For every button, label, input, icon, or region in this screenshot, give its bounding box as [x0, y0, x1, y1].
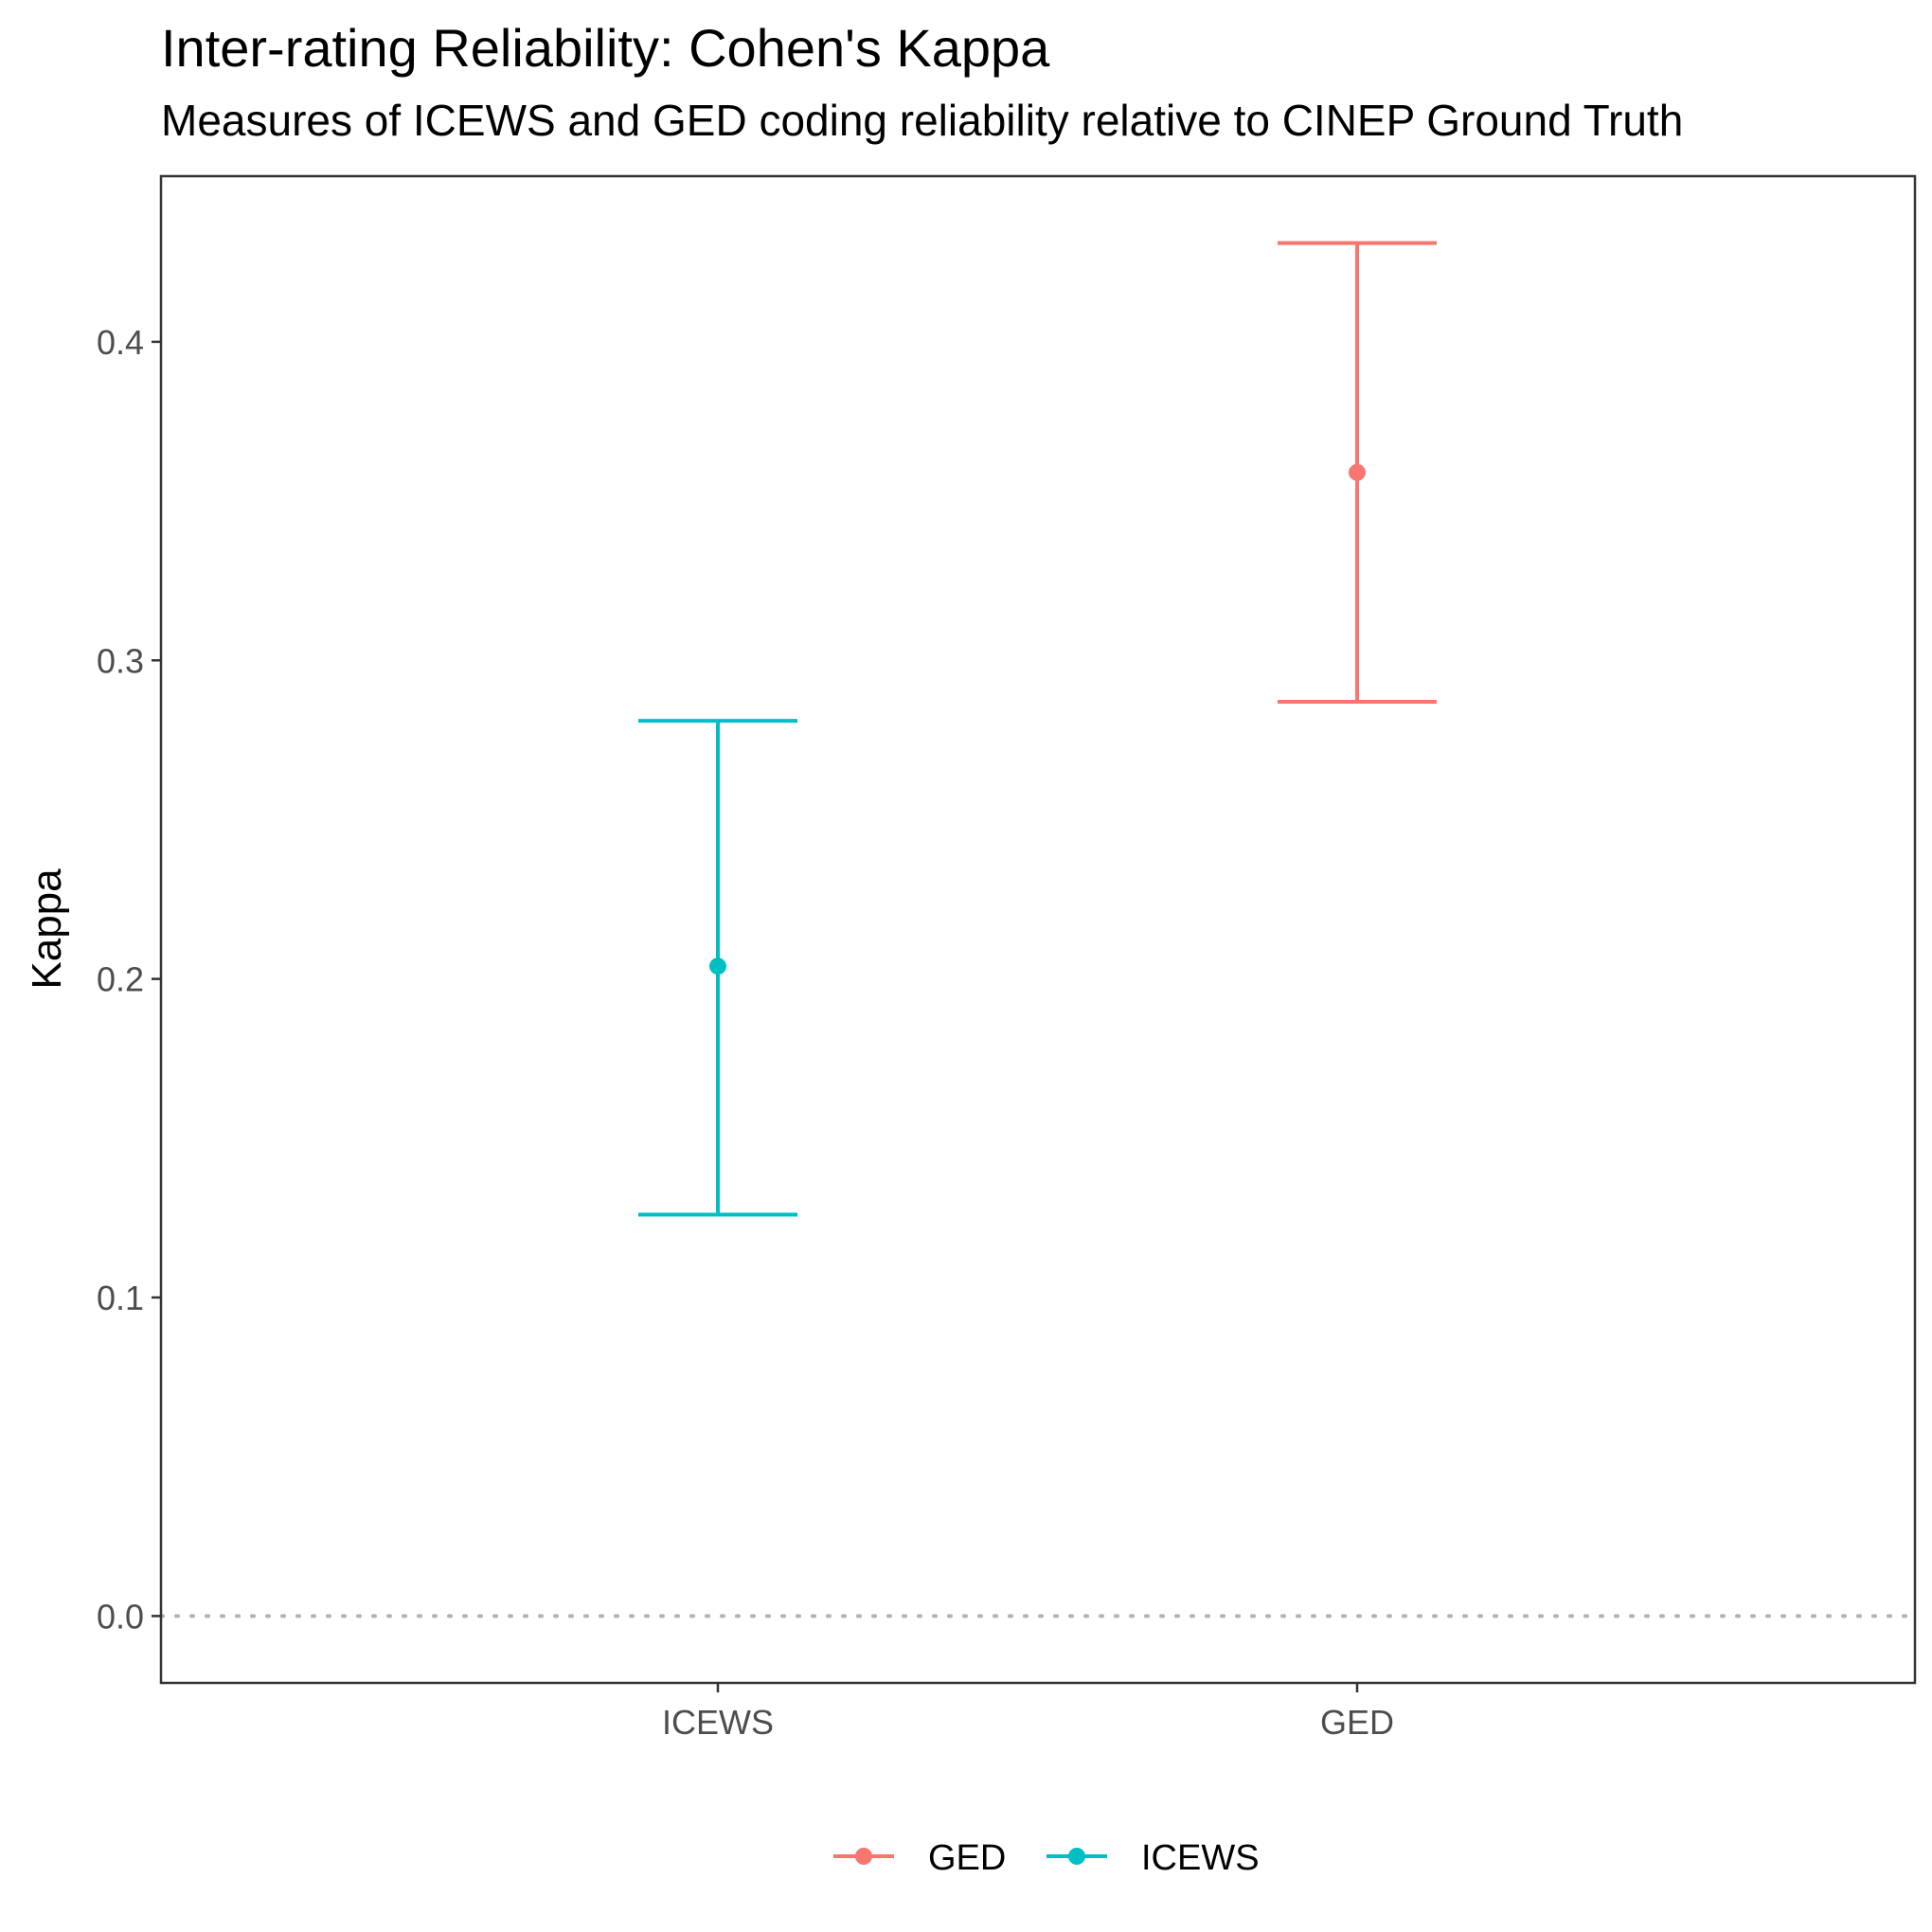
y-tick-label: 0.1	[97, 1279, 144, 1317]
y-axis-title: Kappa	[24, 868, 70, 990]
legend-key-ged-point	[855, 1848, 872, 1865]
chart-title: Inter-rating Reliability: Cohen's Kappa	[161, 18, 1050, 78]
legend: GED ICEWS	[833, 1838, 1260, 1878]
x-tick-label: GED	[1320, 1703, 1394, 1742]
legend-key-icews-point	[1068, 1848, 1085, 1865]
y-tick-label: 0.0	[97, 1597, 144, 1636]
legend-label-ged: GED	[928, 1838, 1006, 1878]
y-tick-label: 0.4	[97, 323, 144, 362]
y-tick-label: 0.3	[97, 641, 144, 680]
y-tick-label: 0.2	[97, 960, 144, 999]
icews-point	[709, 957, 726, 975]
ged-point	[1349, 463, 1366, 481]
chart-subtitle: Measures of ICEWS and GED coding reliabi…	[161, 96, 1684, 145]
legend-label-icews: ICEWS	[1141, 1838, 1260, 1878]
plot-panel-border	[159, 174, 1917, 1685]
x-tick-label: ICEWS	[662, 1703, 774, 1742]
